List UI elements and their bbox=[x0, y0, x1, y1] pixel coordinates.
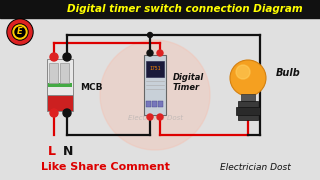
Text: E: E bbox=[17, 28, 23, 37]
Bar bbox=[49, 63, 58, 83]
Bar bbox=[144, 55, 166, 115]
Circle shape bbox=[7, 19, 33, 45]
Bar bbox=[152, 101, 157, 107]
Circle shape bbox=[230, 60, 266, 96]
Text: 1751: 1751 bbox=[149, 66, 161, 71]
Circle shape bbox=[8, 20, 32, 44]
Bar bbox=[158, 101, 163, 107]
Text: Electrician Dost: Electrician Dost bbox=[220, 163, 290, 172]
Bar bbox=[241, 94, 255, 101]
Text: Bulb: Bulb bbox=[276, 68, 301, 78]
Circle shape bbox=[63, 109, 71, 117]
Bar bbox=[47, 59, 73, 95]
Text: Electrician Dost: Electrician Dost bbox=[127, 115, 182, 121]
Text: L: L bbox=[48, 145, 56, 158]
Circle shape bbox=[12, 24, 28, 40]
Bar bbox=[146, 101, 151, 107]
Circle shape bbox=[50, 109, 58, 117]
Circle shape bbox=[147, 114, 153, 120]
Bar bbox=[0, 0, 320, 18]
Bar bbox=[238, 115, 258, 120]
Bar bbox=[238, 101, 258, 107]
Circle shape bbox=[147, 50, 153, 56]
Circle shape bbox=[15, 27, 25, 37]
Text: Like Share Comment: Like Share Comment bbox=[41, 162, 169, 172]
Circle shape bbox=[50, 53, 58, 61]
Circle shape bbox=[100, 40, 210, 150]
Bar bbox=[60, 63, 69, 83]
Bar bbox=[0, 155, 320, 180]
Circle shape bbox=[157, 50, 163, 56]
Text: Digital timer switch connection Diagram: Digital timer switch connection Diagram bbox=[67, 4, 303, 14]
Circle shape bbox=[148, 33, 153, 37]
Text: N: N bbox=[63, 145, 73, 158]
Bar bbox=[48, 83, 72, 87]
Bar bbox=[236, 107, 260, 115]
Text: Timer: Timer bbox=[173, 82, 200, 91]
Bar bbox=[146, 61, 164, 77]
Circle shape bbox=[236, 65, 250, 79]
Text: Digital: Digital bbox=[173, 73, 204, 82]
Circle shape bbox=[157, 114, 163, 120]
Circle shape bbox=[13, 25, 27, 39]
Circle shape bbox=[63, 53, 71, 61]
Text: MCB: MCB bbox=[80, 82, 102, 91]
Bar bbox=[47, 95, 73, 111]
